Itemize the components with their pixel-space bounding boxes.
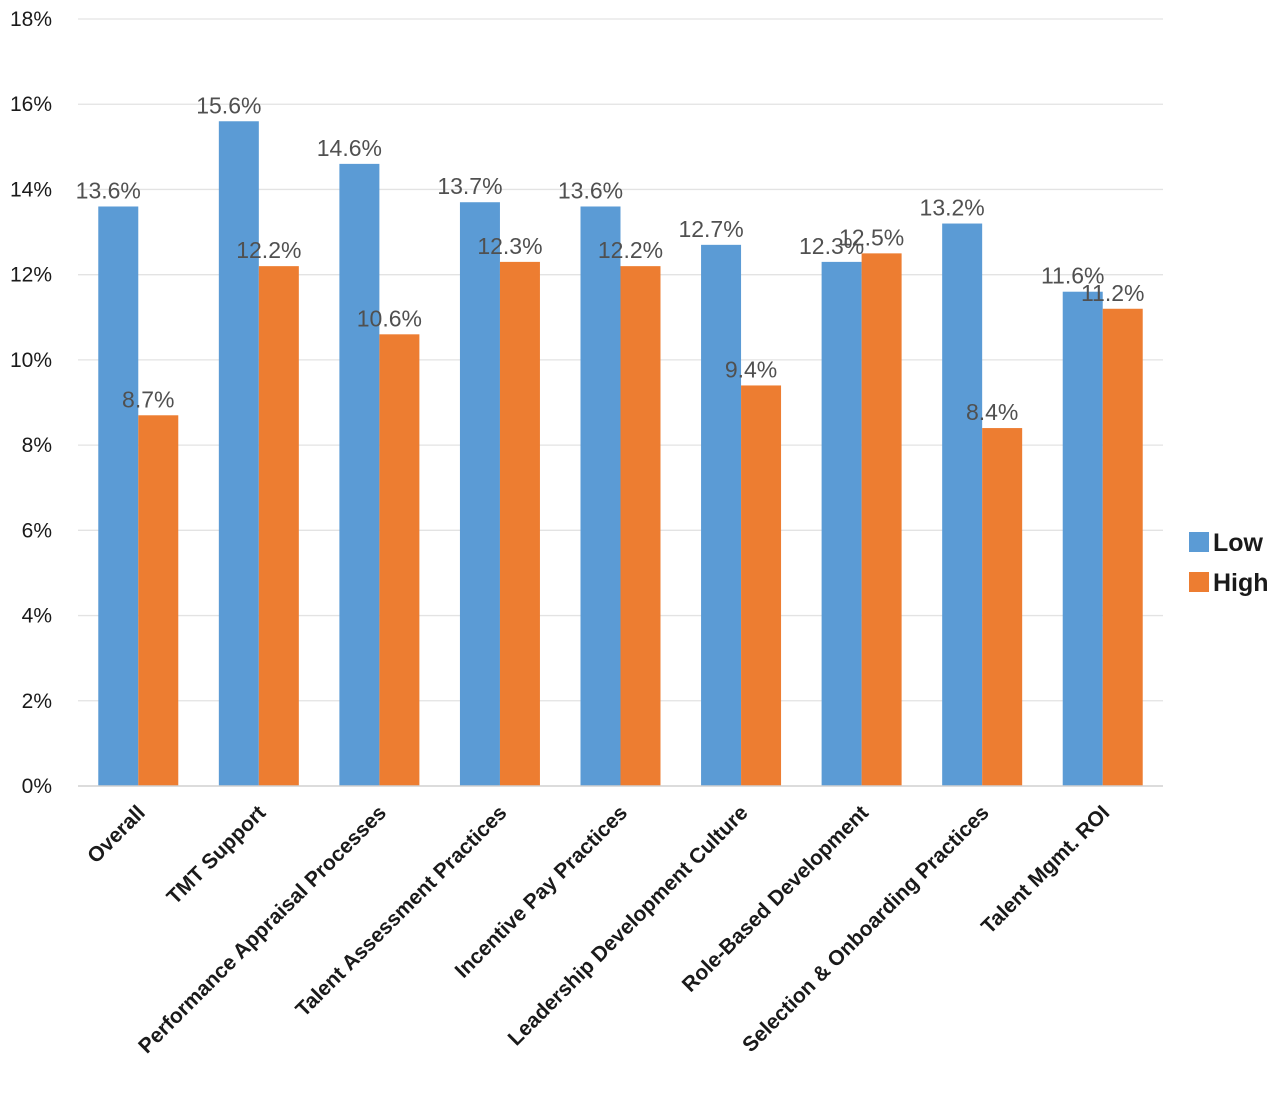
data-label-low: 11.6% bbox=[1041, 263, 1105, 289]
bars bbox=[98, 121, 1143, 787]
x-tick-label: Performance Appraisal Processes bbox=[134, 801, 391, 1058]
data-label-low: 13.7% bbox=[437, 173, 502, 199]
y-tick-label: 0% bbox=[22, 775, 52, 798]
data-label-low: 13.6% bbox=[558, 177, 623, 203]
bar-low bbox=[821, 261, 862, 787]
data-label-high: 12.3% bbox=[477, 233, 542, 259]
y-tick-label: 18% bbox=[10, 8, 52, 31]
data-label-low: 13.2% bbox=[920, 195, 985, 221]
bar-low bbox=[580, 206, 621, 786]
data-label-low: 14.6% bbox=[317, 135, 382, 161]
bar-high bbox=[138, 415, 179, 786]
y-tick-label: 10% bbox=[10, 349, 52, 372]
data-labels: 13.6%8.7%15.6%12.2%14.6%10.6%13.7%12.3%1… bbox=[76, 92, 1145, 425]
bar-high bbox=[861, 253, 902, 787]
y-tick-label: 16% bbox=[10, 93, 52, 116]
y-tick-label: 12% bbox=[10, 264, 52, 287]
legend-label-high: High bbox=[1213, 569, 1269, 597]
data-label-high: 12.5% bbox=[839, 224, 904, 250]
legend: Low High bbox=[1189, 529, 1269, 597]
bar-low bbox=[1062, 291, 1103, 786]
bar-low bbox=[218, 121, 259, 787]
data-label-high: 9.4% bbox=[725, 356, 777, 382]
x-tick-label: Selection & Onboarding Practices bbox=[738, 801, 994, 1057]
data-label-high: 10.6% bbox=[357, 305, 422, 331]
bar-high bbox=[1102, 308, 1143, 786]
x-tick-label: Leadership Development Culture bbox=[504, 801, 753, 1050]
y-axis-tick-labels: 0% 2% 4% 6% 8% 10% 12% 14% 16% 18% bbox=[10, 8, 52, 798]
y-tick-label: 6% bbox=[22, 519, 52, 542]
bar-high bbox=[499, 261, 540, 787]
bar-high bbox=[741, 385, 782, 786]
data-label-low: 12.3% bbox=[799, 233, 864, 259]
bar-high bbox=[379, 334, 420, 786]
data-label-low: 13.6% bbox=[76, 177, 141, 203]
legend-swatch-high bbox=[1189, 572, 1209, 592]
legend-label-low: Low bbox=[1213, 529, 1264, 557]
y-tick-label: 2% bbox=[22, 690, 52, 713]
bar-low bbox=[942, 223, 983, 787]
legend-swatch-low bbox=[1189, 532, 1209, 552]
x-tick-label: Talent Mgmt. ROI bbox=[977, 801, 1114, 938]
bar-low bbox=[98, 206, 139, 786]
y-tick-label: 8% bbox=[22, 434, 52, 457]
data-label-high: 8.4% bbox=[966, 399, 1018, 425]
data-label-high: 12.2% bbox=[598, 237, 663, 263]
data-label-low: 15.6% bbox=[196, 92, 261, 118]
bar-high bbox=[982, 428, 1023, 786]
x-tick-label: Talent Assessment Practices bbox=[291, 801, 511, 1021]
bar-low bbox=[339, 163, 380, 786]
data-label-low: 12.7% bbox=[678, 216, 743, 242]
x-tick-label: TMT Support bbox=[163, 801, 271, 909]
x-tick-label: Overall bbox=[83, 801, 150, 868]
bar-high bbox=[258, 266, 299, 787]
y-tick-label: 14% bbox=[10, 178, 52, 201]
bar-low bbox=[701, 244, 742, 787]
bar-low bbox=[459, 202, 500, 786]
y-tick-label: 4% bbox=[22, 605, 52, 628]
data-label-high: 8.7% bbox=[122, 386, 174, 412]
data-label-high: 12.2% bbox=[236, 237, 301, 263]
data-label-high: 11.2% bbox=[1081, 280, 1145, 306]
bar-high bbox=[620, 266, 661, 787]
